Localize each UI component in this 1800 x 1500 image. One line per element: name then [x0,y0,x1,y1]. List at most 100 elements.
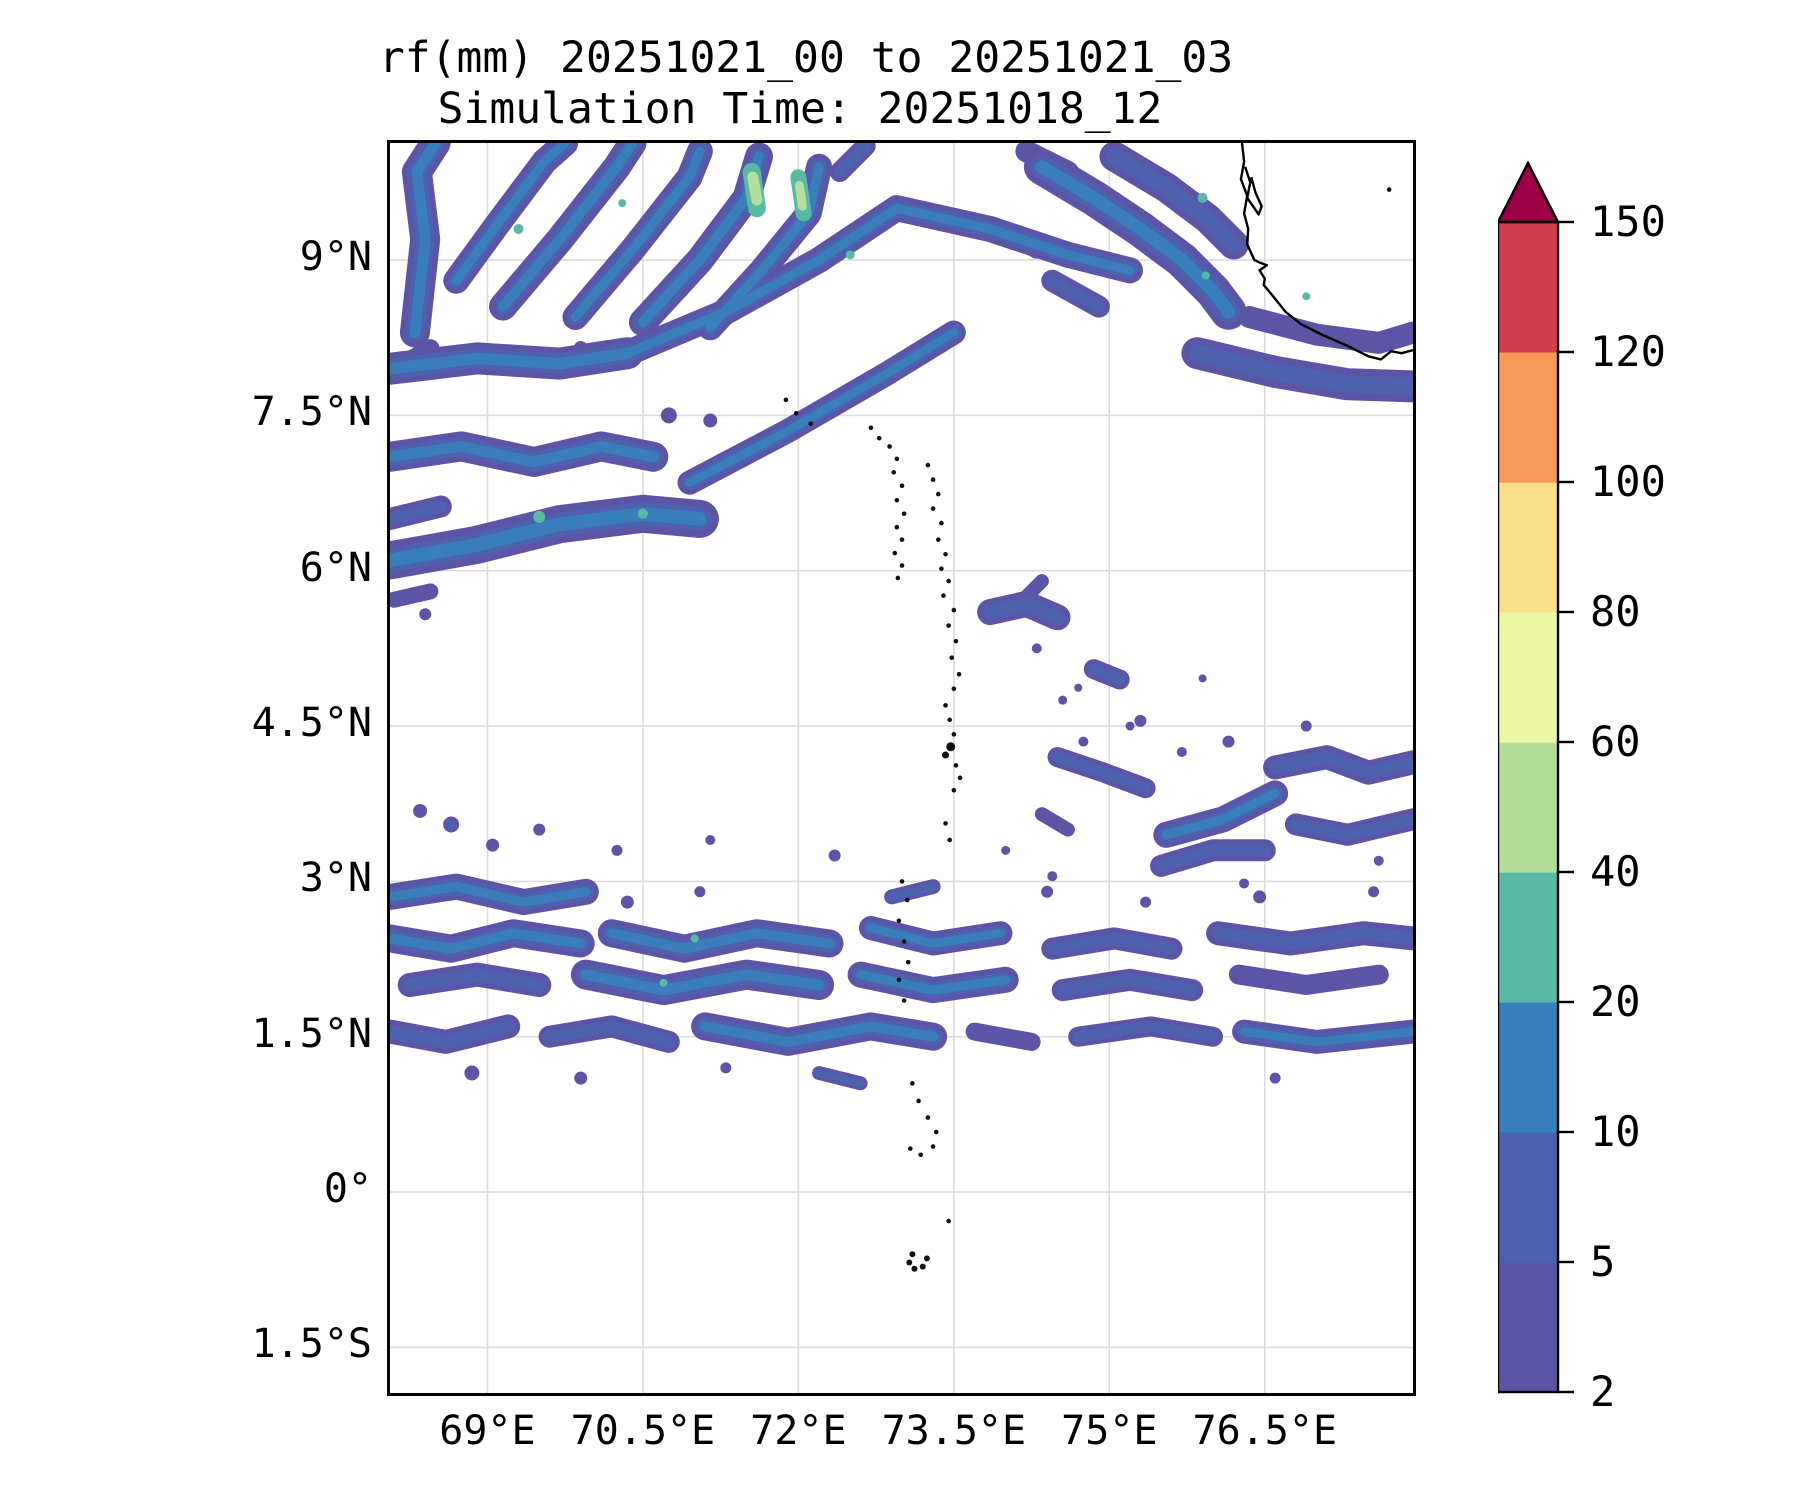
colorbar-tick-label: 2 [1590,1367,1615,1416]
island-dot [933,1129,939,1135]
rainfall-blob-t [659,978,668,987]
rainfall-blob-t [533,510,546,523]
island-dot [892,550,898,556]
y-tick-label: 9°N [299,234,372,281]
island-dot [906,1259,913,1266]
island-dot [905,959,911,965]
x-tick-label: 73.5°E [881,1408,1027,1454]
rainfall-band-s [1268,750,1413,780]
colorbar-tick-label: 5 [1590,1237,1615,1286]
island-dot [868,425,874,431]
rainfall-band-b [390,881,591,907]
island-dot [951,686,957,692]
island-dot [942,751,950,759]
colorbar-segment-20-40 [1498,872,1558,1003]
y-tick-label: 7.5°N [251,389,372,436]
map-plot-area [387,140,1416,1396]
rainfall-band-b [622,203,1135,358]
island-dot [911,1265,918,1272]
colorbar-segment-60-80 [1498,612,1558,743]
rainfall-blob-t [1201,271,1210,280]
rainfall-blob-p [720,1062,732,1074]
island-dot [894,524,900,530]
rainfall-blob-s [446,820,456,829]
rainfall-blob-p [620,895,634,909]
island-dot [951,787,957,793]
y-tick-label: 3°N [299,855,372,902]
y-tick-label: 1.5°N [251,1010,372,1057]
island-dot [943,821,948,826]
rainfall-blob-p [1373,855,1384,866]
rainfall-blob-p [1134,714,1147,727]
island-dot [901,511,907,517]
rainfall-band-s [1046,932,1178,955]
island-dot [953,638,959,644]
rainfall-blob-p [1300,720,1312,732]
colorbar-segment-2-5 [1498,1262,1558,1393]
island-dot [793,410,799,416]
island-dot [918,1152,923,1158]
island-dot [925,462,931,468]
island-dot [930,1144,936,1149]
island-dot [899,537,905,542]
rainfall-band-p [1228,964,1389,995]
x-tick-label: 72°E [750,1408,847,1454]
y-tick-label: 6°N [299,544,372,591]
rainfall-band-s [887,882,938,902]
y-tick-label: 1.5°S [251,1321,372,1368]
rainfall-blob-p [1222,735,1235,748]
rainfall-blob-p [694,886,706,898]
rainfall-blob-p [574,1071,588,1085]
rainfall-blob-t [513,223,524,234]
colorbar-segment-80-100 [1498,482,1558,613]
plot-subtitle: Simulation Time: 20251018_12 [437,84,1163,134]
island-dot [923,1255,930,1262]
x-tick-label: 70.5°E [570,1408,716,1454]
rainfall-blob-p [1239,878,1250,889]
rainfall-band-s [1106,148,1242,253]
rainfall-band-b [866,923,1005,948]
island-dot [919,1263,926,1270]
rainfall-band-s [1289,813,1413,841]
island-dot [951,607,957,613]
rainfall-band-b [451,143,570,286]
island-dot [891,470,897,475]
rainfall-band-b [1239,1027,1413,1047]
rainfall-band-b [390,347,634,375]
rainfall-map [390,143,1413,1393]
rainfall-band-b [700,1021,939,1047]
island-dot [943,703,948,708]
colorbar-segment-100-120 [1498,352,1558,483]
rainfall-blob-p [464,1065,480,1081]
rainfall-band-b [606,928,835,954]
island-dot [947,717,952,723]
colorbar-tick-label: 80 [1590,587,1641,636]
rainfall-blob-p [703,413,718,428]
rainfall-blob-p [1140,896,1152,908]
rainfall-band-s [1056,973,1199,997]
rainfall-blob-p [660,407,677,424]
colorbar: 2 5 10 20 40 60 80 100 120 150 [1498,160,1666,1416]
rainfall-blob-p [419,608,432,621]
rainfall-band-s [1072,1020,1219,1043]
rainfall-band-s [1188,344,1413,396]
rainfall-band-s [543,1020,675,1048]
colorbar-segment-40-60 [1498,742,1558,873]
colorbar-segment-120-150 [1498,222,1558,353]
island-dot [894,456,900,462]
rainfall-band-p [1034,807,1075,837]
island-dot [941,593,946,598]
rainfall-blob-p [1001,845,1011,855]
rainfall-band-s [1155,844,1271,872]
colorbar-extend-triangle [1498,160,1560,224]
rainfall-band-p [965,1022,1041,1051]
island-dot [949,655,955,661]
island-dot [908,1146,913,1151]
island-dot [935,537,941,542]
island-dot [909,1251,916,1258]
island-dot [930,477,936,482]
rainfall-band-b [409,143,441,338]
island-dot [901,939,907,944]
coastline-vembanad-lake [1243,166,1263,216]
island-dot [930,506,936,511]
